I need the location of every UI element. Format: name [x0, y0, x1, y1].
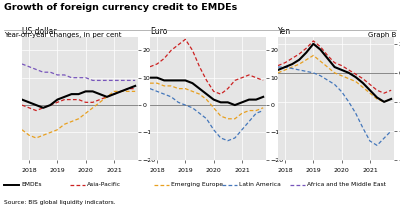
Text: Source: BIS global liquidity indicators.: Source: BIS global liquidity indicators.	[4, 200, 116, 205]
Text: US dollar: US dollar	[22, 27, 57, 36]
Text: Graph B: Graph B	[368, 32, 396, 38]
Text: Emerging Europe: Emerging Europe	[171, 182, 223, 187]
Text: Yen: Yen	[278, 27, 291, 36]
Text: Growth of foreign currency credit to EMDEs: Growth of foreign currency credit to EMD…	[4, 3, 237, 12]
Text: Asia-Pacific: Asia-Pacific	[87, 182, 121, 187]
Text: Africa and the Middle East: Africa and the Middle East	[307, 182, 386, 187]
Text: Year-on-year changes, in per cent: Year-on-year changes, in per cent	[4, 32, 122, 38]
Text: Latin America: Latin America	[239, 182, 281, 187]
Text: EMDEs: EMDEs	[21, 182, 42, 187]
Text: Euro: Euro	[150, 27, 167, 36]
